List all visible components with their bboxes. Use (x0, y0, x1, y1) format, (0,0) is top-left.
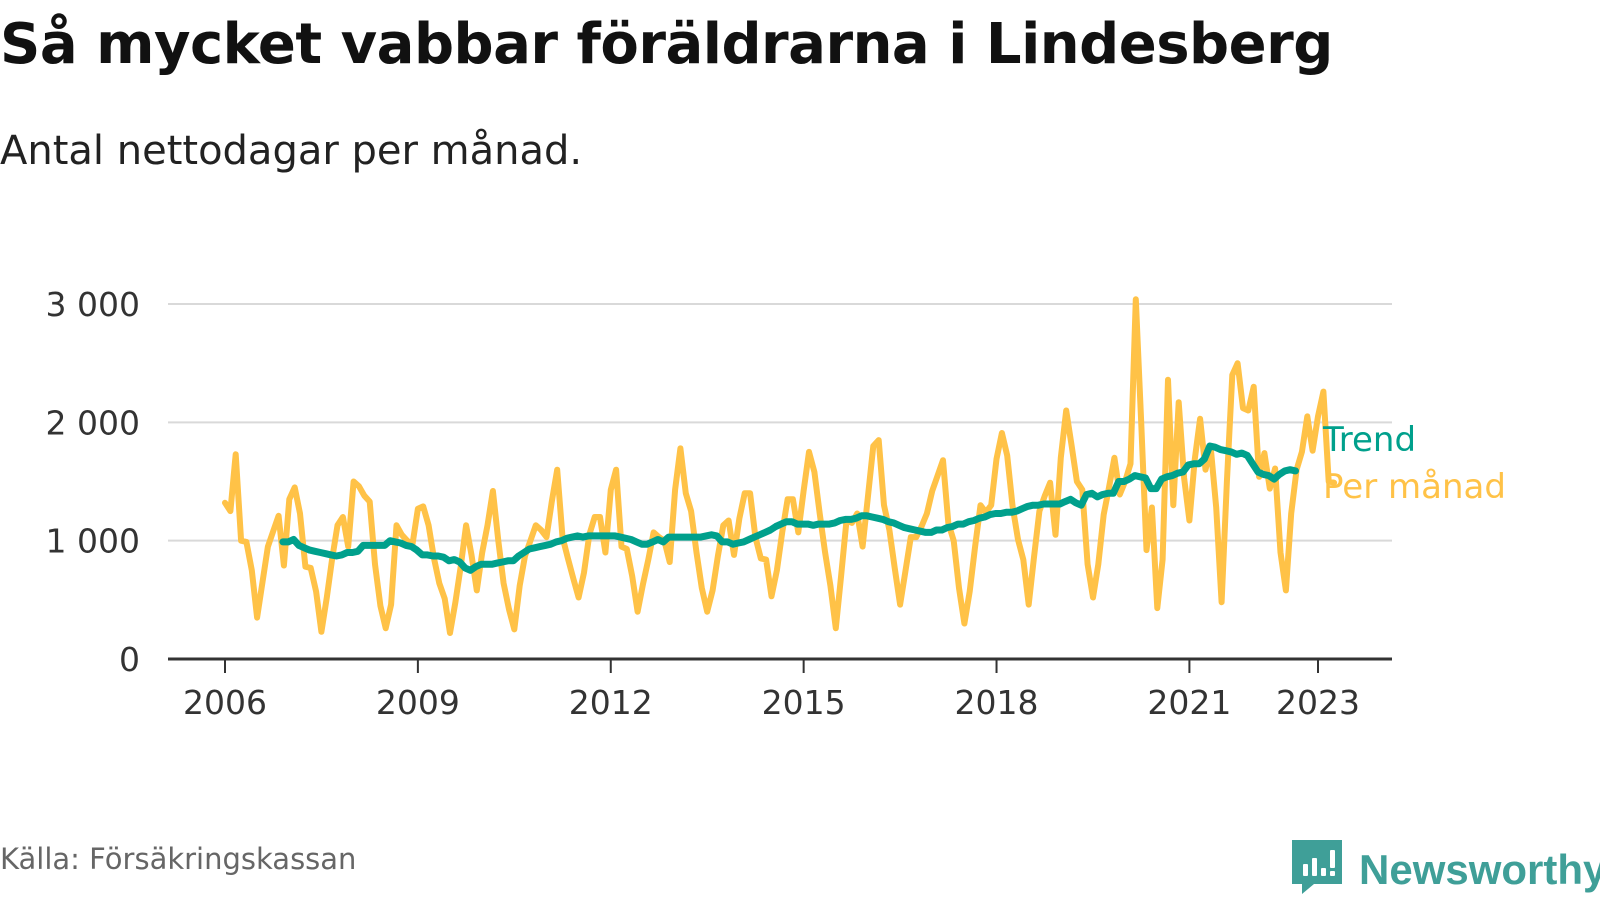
series-end-labels: Trend Per månad (1322, 420, 1506, 507)
chart-subtitle: Antal nettodagar per månad. (0, 128, 583, 174)
monthly-series-line (222, 296, 1338, 636)
newsworthy-logo-icon (1292, 840, 1342, 894)
x-tick-label: 2021 (1147, 683, 1231, 722)
trend-end-label: Trend (1322, 420, 1416, 460)
y-tick-label: 3 000 (46, 285, 140, 324)
x-tick-label: 2015 (762, 683, 846, 722)
y-tick-label: 0 (119, 640, 140, 679)
y-axis-tick-labels: 0 1 000 2 000 3 000 (46, 285, 140, 679)
x-tick-label: 2012 (569, 683, 653, 722)
newsworthy-wordmark: Newsworthy (1359, 846, 1600, 893)
y-tick-label: 1 000 (46, 522, 140, 561)
y-tick-label: 2 000 (46, 403, 140, 442)
x-tick-label: 2009 (376, 683, 460, 722)
chart-title: Så mycket vabbar föräldrarna i Lindesber… (0, 12, 1333, 77)
x-tick-label: 2023 (1276, 683, 1360, 722)
series-lines (222, 296, 1338, 636)
trend-series-line (279, 442, 1299, 574)
source-note: Källa: Försäkringskassan (0, 842, 357, 876)
monthly-end-label: Per månad (1323, 467, 1506, 507)
x-tick-label: 2006 (183, 683, 267, 722)
x-axis-ticks: 2006 2009 2012 2015 2018 2021 2023 (183, 659, 1360, 722)
x-tick-label: 2018 (955, 683, 1039, 722)
newsworthy-logo[interactable]: Newsworthy (1288, 836, 1600, 900)
